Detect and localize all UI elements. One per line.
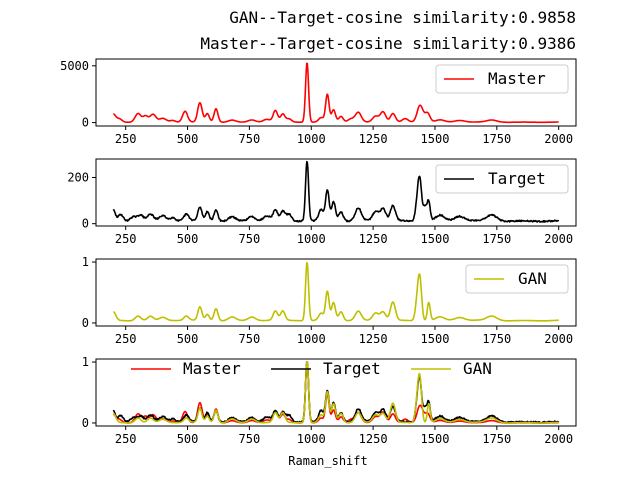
- panel-3: 250 500 750 1000 1250 1500 1750 2000 0 1 GAN: [82, 255, 577, 346]
- series-line-master: [113, 62, 559, 124]
- panel-2: 250 500 750 1000 1250 1500 1750 2000 0 200 Target: [67, 158, 577, 246]
- series-line-gan: [113, 361, 559, 424]
- legend: GAN: [465, 264, 569, 294]
- x-tick-label: 1500: [421, 332, 450, 346]
- x-tick-label: 500: [177, 432, 199, 446]
- series-line-target: [112, 160, 560, 223]
- title-line-gan: GAN--Target-cosine similarity:0.9858: [229, 8, 576, 27]
- x-tick-label: 250: [115, 432, 137, 446]
- legend-label-master: Master: [488, 69, 546, 88]
- x-tick-label: 250: [115, 132, 137, 146]
- x-tick-label: 1250: [359, 432, 388, 446]
- y-tick-label: 1: [82, 255, 89, 269]
- y-tick-label: 200: [67, 170, 89, 184]
- panels: 250 500 750 1000 1250 1500 1750 200005000Master…: [60, 58, 577, 446]
- legend-label-target: Target: [488, 169, 546, 188]
- panel-1: 250 500 750 1000 1250 1500 1750 2000 0 5000 Master: [60, 58, 577, 146]
- axes-frame: [95, 158, 577, 227]
- x-tick-label: 1000: [297, 132, 326, 146]
- legend: Target: [435, 164, 569, 194]
- x-axis-label: Raman_shift: [288, 454, 367, 468]
- panel-4: 250 500 750 1000 1250 1500 1750 2000 0 1 Master Tar…: [82, 355, 577, 446]
- x-tick-label: 500: [177, 232, 199, 246]
- x-tick-label: 1000: [297, 432, 326, 446]
- x-tick-label: 1250: [359, 332, 388, 346]
- title-line-master: Master--Target-cosine similarity:0.9386: [200, 34, 576, 53]
- x-tick-label: 750: [239, 432, 261, 446]
- y-tick-label: 0: [82, 416, 89, 430]
- x-tick-label: 1250: [359, 232, 388, 246]
- legend-label-gan: GAN: [518, 269, 547, 288]
- x-tick-label: 1750: [482, 132, 511, 146]
- x-tick-label: 2000: [544, 232, 573, 246]
- x-tick-label: 750: [239, 232, 261, 246]
- legend-box: [435, 64, 569, 94]
- x-tick-label: 1000: [297, 332, 326, 346]
- legend-label-target: Target: [323, 359, 381, 378]
- x-tick-label: 250: [115, 232, 137, 246]
- x-tick-label: 250: [115, 332, 137, 346]
- series-line-gan: [113, 262, 559, 322]
- chart-title: GAN--Target-cosine similarity:0.9858 Mas…: [200, 8, 576, 53]
- legend-box: [465, 264, 569, 294]
- x-tick-label: 1750: [482, 232, 511, 246]
- x-tick-label: 1500: [421, 232, 450, 246]
- x-tick-label: 750: [239, 132, 261, 146]
- y-tick-label: 5000: [60, 59, 89, 73]
- x-tick-label: 1750: [482, 332, 511, 346]
- y-tick-label: 0: [82, 217, 89, 231]
- x-tick-label: 1750: [482, 432, 511, 446]
- legend-label-gan: GAN: [463, 359, 492, 378]
- legend: Master Target GAN: [131, 359, 492, 378]
- axes-frame: [95, 58, 577, 127]
- axes-frame: [95, 258, 577, 327]
- legend-label-master: Master: [183, 359, 241, 378]
- y-tick-label: 1: [82, 355, 89, 369]
- axes-frame: [95, 358, 577, 427]
- x-tick-label: 500: [177, 332, 199, 346]
- x-tick-label: 750: [239, 332, 261, 346]
- legend: Master: [435, 64, 569, 94]
- x-tick-label: 2000: [544, 432, 573, 446]
- x-tick-label: 2000: [544, 132, 573, 146]
- x-tick-label: 2000: [544, 332, 573, 346]
- y-tick-label: 0: [82, 316, 89, 330]
- y-tick-label: 0: [82, 116, 89, 130]
- x-tick-label: 1250: [359, 132, 388, 146]
- x-tick-label: 1000: [297, 232, 326, 246]
- legend-box: [435, 164, 569, 194]
- x-tick-label: 1500: [421, 432, 450, 446]
- x-tick-label: 1500: [421, 132, 450, 146]
- x-tick-label: 500: [177, 132, 199, 146]
